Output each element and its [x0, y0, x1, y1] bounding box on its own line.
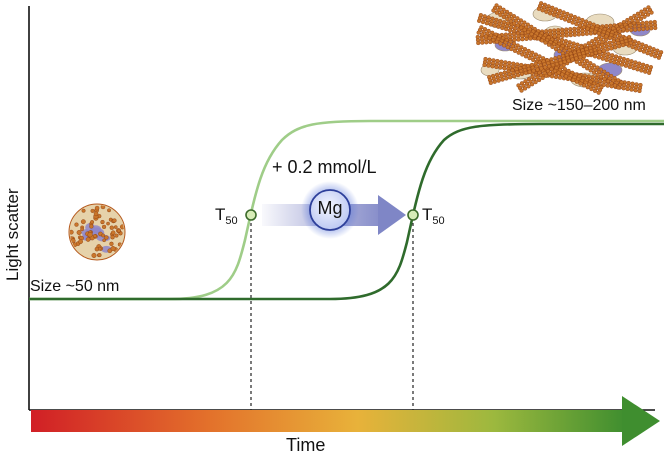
t50-point-right: [407, 209, 419, 221]
mg-ion: [301, 181, 359, 239]
mg-ion-label: Mg: [317, 198, 343, 218]
t50-label-right: T50: [422, 205, 445, 227]
curve-with-mg: [29, 122, 664, 301]
small-particle-size-label: Size ~50 nm: [30, 278, 120, 295]
large-particle-cluster-icon: [475, 1, 664, 95]
t50-label-left: T50: [215, 205, 238, 227]
large-particle-size-label: Size ~150–200 nm: [512, 97, 646, 114]
t50-point-left: [245, 209, 257, 221]
curve-without-mg: [29, 119, 664, 301]
y-axis-label: Light scatter: [3, 188, 22, 281]
x-axis-label: Time: [286, 435, 326, 455]
mg-concentration-label: + 0.2 mmol/L: [272, 157, 377, 177]
small-particle-icon: [68, 203, 126, 261]
time-arrow: [31, 396, 660, 446]
